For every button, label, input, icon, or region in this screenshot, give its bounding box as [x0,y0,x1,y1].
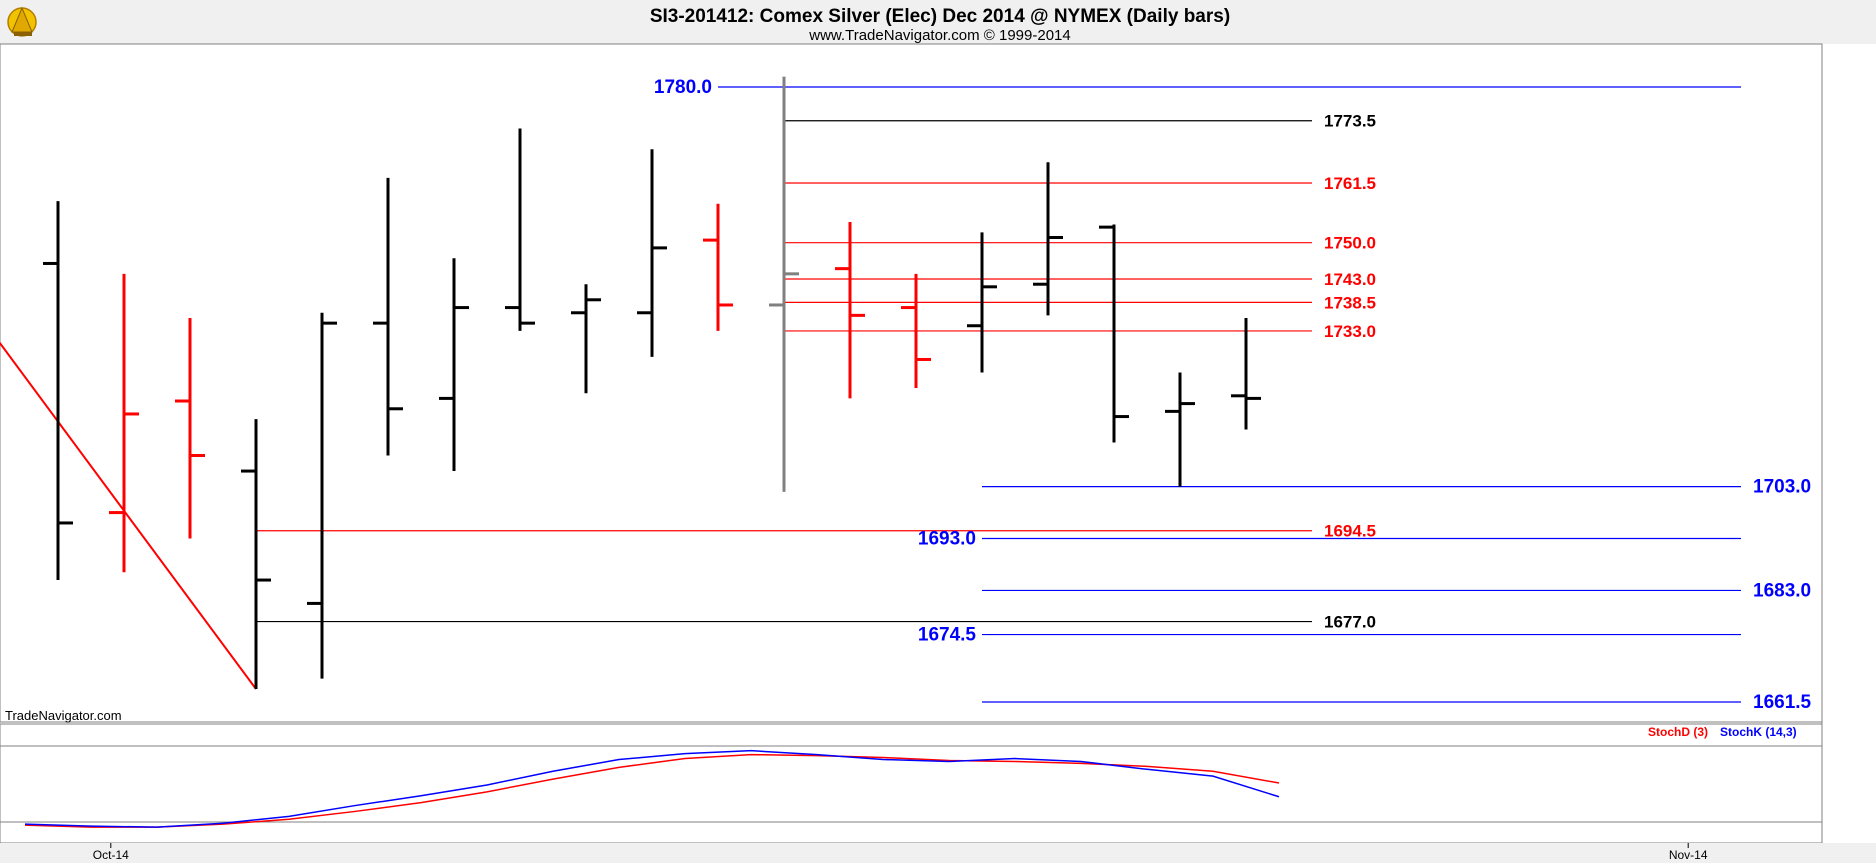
ohlc-bar [637,149,667,357]
logo-icon [7,6,37,37]
ohlc-bar [175,317,205,539]
trendline [0,341,257,690]
ohlc-bar [241,419,271,690]
ohlc-bar [307,312,337,679]
level-label: 1761.5 [1324,174,1376,193]
ohlc-bar [571,284,601,394]
stoch-d-line [24,753,1280,828]
indicator-panel [0,723,1823,844]
ohlc-bar [1033,162,1063,316]
ohlc-bar [835,221,865,399]
ohlc-bar [373,177,403,456]
level-label: 1661.5 [1753,692,1812,713]
level-label: 1703.0 [1753,477,1811,498]
level-label: 1733.0 [1324,322,1376,341]
date-labels: Oct-14 Nov-14 [93,843,1708,862]
ohlc-bars [43,76,1261,690]
date-tick-label: Nov-14 [1669,848,1708,862]
price-panel [0,43,1823,723]
ohlc-bar [967,232,997,373]
legend-stoch-k: StochK (14,3) [1720,725,1797,739]
level-label: 1683.0 [1753,580,1811,601]
level-label: 1694.5 [1324,522,1376,541]
trendline-layer [0,341,257,690]
right-axis [1822,44,1876,843]
ohlc-bar [505,128,535,331]
stoch-k-line [24,749,1280,828]
chart-subtitle: www.TradeNavigator.com © 1999-2014 [808,27,1070,44]
level-label: 1677.0 [1324,613,1376,632]
level-label: 1738.5 [1324,293,1376,312]
date-tick-label: Oct-14 [93,848,129,862]
chart-title: SI3-201412: Comex Silver (Elec) Dec 2014… [650,6,1230,27]
watermark: TradeNavigator.com [5,708,122,723]
ohlc-bar [1099,224,1129,443]
ohlc-bar [439,258,469,472]
ohlc-bar [1165,372,1195,487]
ohlc-bar [43,201,73,581]
header-band [0,0,1876,44]
date-axis [0,843,1876,863]
level-label: 1773.5 [1324,112,1376,131]
level-label: 1743.0 [1324,270,1376,289]
projection-levels: 1780.0 1773.5 1761.5 1750.0 1743.0 1738.5 1733… [256,77,1812,713]
level-label: 1693.0 [918,529,976,550]
legend-stoch-d: StochD (3) [1648,725,1708,739]
ohlc-bar [901,273,931,389]
ohlc-bar [109,273,139,573]
level-label: 1780.0 [654,77,712,98]
level-label: 1674.5 [918,625,977,646]
ohlc-bar [703,203,733,331]
ohlc-bar [1231,317,1261,430]
ohlc-bar [769,76,799,492]
level-label: 1750.0 [1324,234,1376,253]
stochastic-layer [24,749,1280,828]
